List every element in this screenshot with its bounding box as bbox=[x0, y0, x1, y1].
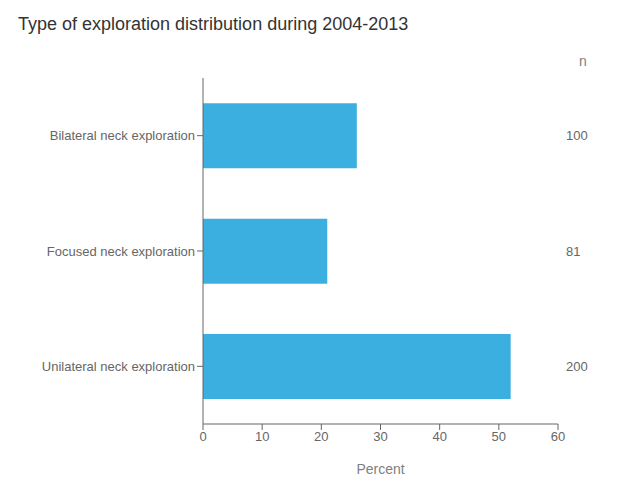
svg-text:Bilateral neck exploration: Bilateral neck exploration bbox=[50, 128, 195, 143]
svg-text:Unilateral neck exploration: Unilateral neck exploration bbox=[42, 359, 195, 374]
svg-text:100: 100 bbox=[566, 128, 588, 143]
svg-text:60: 60 bbox=[551, 429, 565, 444]
svg-text:10: 10 bbox=[255, 429, 269, 444]
svg-text:30: 30 bbox=[373, 429, 387, 444]
svg-text:n: n bbox=[579, 53, 587, 69]
svg-text:200: 200 bbox=[566, 359, 588, 374]
svg-text:Percent: Percent bbox=[356, 461, 404, 477]
svg-text:Focused neck exploration: Focused neck exploration bbox=[47, 244, 195, 259]
svg-text:0: 0 bbox=[199, 429, 206, 444]
svg-text:20: 20 bbox=[314, 429, 328, 444]
svg-text:81: 81 bbox=[566, 244, 580, 259]
html-text:Type of exploration distributi: Type of exploration distribution during … bbox=[18, 14, 409, 34]
svg-text:40: 40 bbox=[432, 429, 446, 444]
svg-text:50: 50 bbox=[492, 429, 506, 444]
